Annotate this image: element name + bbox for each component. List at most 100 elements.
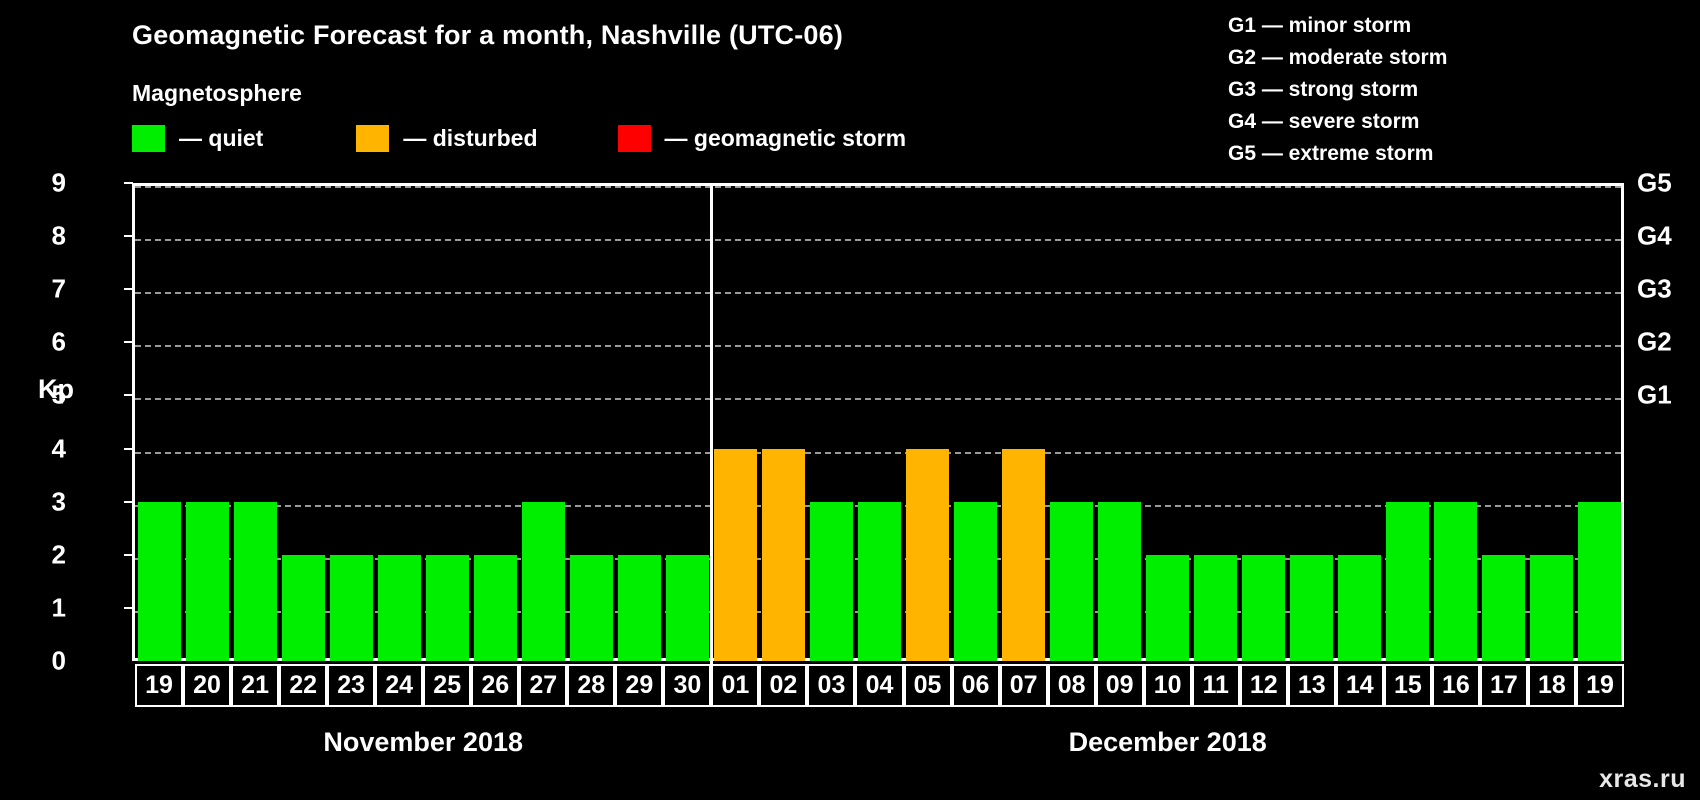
g-scale-legend: G1 — minor storm G2 — moderate storm G3 … <box>1228 10 1447 170</box>
y-tick-label: 6 <box>51 326 66 357</box>
bar <box>1434 501 1478 661</box>
bar <box>809 501 853 661</box>
day-label: 04 <box>855 664 904 707</box>
day-label: 05 <box>903 664 952 707</box>
y-tick-mark <box>124 182 133 184</box>
magnetosphere-label: Magnetosphere <box>132 80 302 106</box>
bar <box>954 501 998 661</box>
y-tick-mark <box>124 500 133 503</box>
green-swatch-icon <box>132 125 165 152</box>
bar <box>185 501 229 661</box>
gridline <box>135 292 1621 295</box>
g-scale-g3: G3 — strong storm <box>1228 78 1419 101</box>
day-label: 27 <box>519 664 568 707</box>
bar <box>377 554 421 661</box>
legend-label-disturbed: — disturbed <box>403 125 538 151</box>
bar <box>281 554 325 661</box>
bar <box>1386 501 1430 661</box>
month-label: November 2018 <box>323 727 523 757</box>
y-tick-label: 0 <box>51 645 66 676</box>
g-scale-g5: G5 — extreme storm <box>1228 142 1434 165</box>
y-tick-mark <box>124 553 133 556</box>
right-tick-label: G1 <box>1637 379 1672 410</box>
y-tick-label: 8 <box>51 220 66 251</box>
day-label: 14 <box>1335 664 1384 707</box>
y-tick-label: 5 <box>51 379 66 410</box>
y-tick-label: 7 <box>51 273 66 304</box>
bar <box>1098 501 1142 661</box>
bar <box>1242 554 1286 661</box>
legend-item-quiet: — quiet <box>132 125 263 152</box>
day-label: 08 <box>1047 664 1096 707</box>
page-title: Geomagnetic Forecast for a month, Nashvi… <box>132 20 844 50</box>
day-label: 01 <box>711 664 760 707</box>
right-tick-label: G4 <box>1637 220 1672 251</box>
day-label: 03 <box>807 664 856 707</box>
legend-label-quiet: — quiet <box>179 125 264 151</box>
gridline <box>135 186 1621 188</box>
gridline <box>135 345 1621 348</box>
bar <box>1290 554 1334 661</box>
orange-swatch-icon <box>356 125 390 152</box>
g-scale-g4: G4 — severe storm <box>1228 110 1420 133</box>
day-label: 16 <box>1431 664 1480 707</box>
day-label: 12 <box>1239 664 1288 707</box>
y-tick-mark <box>124 606 133 609</box>
bar <box>713 448 757 661</box>
gridline <box>135 239 1621 242</box>
day-label: 28 <box>567 664 616 707</box>
bar <box>857 501 901 661</box>
bar <box>233 501 277 661</box>
y-tick-mark <box>124 447 133 450</box>
day-label: 18 <box>1527 664 1576 707</box>
y-tick-label: 2 <box>51 539 66 570</box>
day-label: 30 <box>663 664 712 707</box>
legend-item-storm: — geomagnetic storm <box>617 125 907 152</box>
day-label: 06 <box>951 664 1000 707</box>
y-tick-label: 3 <box>51 486 66 517</box>
bar <box>521 501 565 661</box>
g-scale-g1: G1 — minor storm <box>1228 14 1412 37</box>
right-tick-label: G2 <box>1637 326 1672 357</box>
day-label: 19 <box>1575 664 1624 707</box>
bar <box>906 448 950 661</box>
bar <box>1194 554 1238 661</box>
bar <box>569 554 613 661</box>
y-tick-mark <box>124 288 133 291</box>
day-label: 26 <box>471 664 520 707</box>
day-label: 19 <box>135 664 184 707</box>
y-axis-line <box>132 183 135 661</box>
legend-item-disturbed: — disturbed <box>356 125 538 152</box>
day-label: 10 <box>1143 664 1192 707</box>
y-tick-label: 4 <box>51 433 66 464</box>
gridline <box>135 398 1621 401</box>
bar <box>665 554 709 661</box>
y-tick-mark <box>124 235 133 238</box>
bar <box>1146 554 1190 661</box>
day-label: 02 <box>759 664 808 707</box>
bar <box>1338 554 1382 661</box>
legend: — quiet — disturbed — geomagnetic storm <box>132 125 906 152</box>
day-label: 21 <box>231 664 280 707</box>
bar <box>617 554 661 661</box>
legend-label-storm: — geomagnetic storm <box>664 125 907 151</box>
day-label: 24 <box>375 664 424 707</box>
bar <box>1050 501 1094 661</box>
day-label: 15 <box>1383 664 1432 707</box>
day-label: 25 <box>423 664 472 707</box>
day-label: 22 <box>279 664 328 707</box>
y-axis-title: Kp <box>38 374 74 404</box>
bar <box>425 554 469 661</box>
bar <box>1578 501 1622 661</box>
day-label: 29 <box>615 664 664 707</box>
y-tick-mark <box>124 341 133 344</box>
day-label: 23 <box>327 664 376 707</box>
bar <box>1530 554 1574 661</box>
y-tick-label: 1 <box>51 592 66 623</box>
bars-layer <box>135 183 1624 661</box>
day-labels: 19 20 21 22 23 24 25 26 27 28 29 30 01 02 03 04 05 06 07 08… <box>135 664 1624 707</box>
month-label: December 2018 <box>1068 727 1267 757</box>
watermark: xras.ru <box>1599 765 1686 793</box>
bar <box>1482 554 1526 661</box>
right-tick-label: G3 <box>1637 273 1672 304</box>
